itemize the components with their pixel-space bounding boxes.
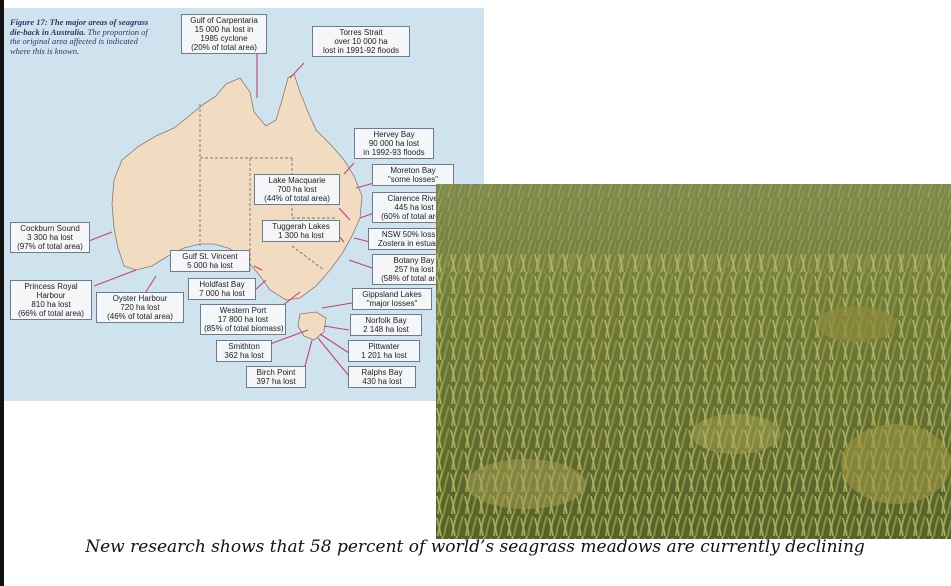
label-line: (60% of total area) bbox=[381, 212, 447, 221]
label-line: "some losses" bbox=[387, 175, 439, 184]
label-line: (97% of total area) bbox=[17, 242, 83, 251]
label-line: 1 300 ha lost bbox=[278, 231, 324, 240]
label-tuggerah-lakes: Tuggerah Lakes 1 300 ha lost bbox=[262, 220, 340, 242]
label-oyster-harbour: Oyster Harbour 720 ha lost (46% of total… bbox=[96, 292, 184, 323]
label-line: Lake Macquarie bbox=[268, 176, 326, 185]
label-line: Pittwater bbox=[368, 342, 400, 351]
label-lake-macquarie: Lake Macquarie 700 ha lost (44% of total… bbox=[254, 174, 340, 205]
label-gulf-st-vincent: Gulf St. Vincent 5 000 ha lost bbox=[170, 250, 250, 272]
state-borders bbox=[199, 104, 336, 273]
label-pittwater: Pittwater 1 201 ha lost bbox=[348, 340, 420, 362]
label-line: Gulf St. Vincent bbox=[182, 252, 238, 261]
label-line: 17 800 ha lost bbox=[217, 315, 269, 324]
tasmania bbox=[297, 311, 327, 341]
label-line: 362 ha lost bbox=[224, 351, 264, 360]
label-line: (66% of total area) bbox=[18, 309, 84, 318]
label-line: lost in 1991-92 floods bbox=[322, 46, 400, 55]
figure-caption: Figure 17: The major areas of seagrass d… bbox=[10, 17, 160, 56]
label-line: Oyster Harbour bbox=[112, 294, 168, 303]
label-line: Hervey Bay bbox=[373, 130, 415, 139]
label-line: (46% of total area) bbox=[107, 312, 173, 321]
australia-seagrass-map: Figure 17: The major areas of seagrass d… bbox=[4, 8, 484, 401]
label-line: Princess Royal bbox=[24, 282, 78, 291]
label-line: (20% of total area) bbox=[191, 43, 257, 52]
label-line: 720 ha lost bbox=[120, 303, 160, 312]
label-smithton: Smithton 362 ha lost bbox=[216, 340, 272, 362]
label-moreton-bay: Moreton Bay "some losses" bbox=[372, 164, 454, 186]
label-line: (85% of total biomass) bbox=[204, 324, 284, 333]
label-nsw: NSW 50% loss of Zostera in estuaries bbox=[368, 228, 458, 250]
label-line: Holdfast Bay bbox=[199, 280, 245, 289]
label-line: 1985 cyclone bbox=[200, 34, 248, 43]
label-line: Botany Bay bbox=[393, 256, 435, 265]
label-line: Gippsland Lakes bbox=[362, 290, 422, 299]
figure-note: The proportion of the original area affe… bbox=[10, 26, 148, 56]
label-line: Birch Point bbox=[256, 368, 296, 377]
label-torres-strait: Torres Strait over 10 000 ha lost in 199… bbox=[312, 26, 410, 57]
label-line: over 10 000 ha bbox=[334, 37, 388, 46]
label-line: Smithton bbox=[228, 342, 260, 351]
label-birch-point: Birch Point 397 ha lost bbox=[246, 366, 306, 388]
label-line: 15 000 ha lost in bbox=[194, 25, 254, 34]
label-western-port: Western Port 17 800 ha lost (85% of tota… bbox=[200, 304, 286, 335]
label-line: 700 ha lost bbox=[277, 185, 317, 194]
label-line: 90 000 ha lost bbox=[368, 139, 420, 148]
label-line: Norfolk Bay bbox=[365, 316, 407, 325]
label-line: Cockburn Sound bbox=[20, 224, 80, 233]
label-line: (44% of total area) bbox=[264, 194, 330, 203]
label-line: 810 ha lost bbox=[31, 300, 71, 309]
label-line: Ralphs Bay bbox=[361, 368, 403, 377]
label-hervey-bay: Hervey Bay 90 000 ha lost in 1992-93 flo… bbox=[354, 128, 434, 159]
figure-title: Figure 17: The major areas of seagrass d… bbox=[10, 17, 149, 37]
label-line: 430 ha lost bbox=[362, 377, 402, 386]
label-line: Torres Strait bbox=[339, 28, 383, 37]
label-gippsland-lakes: Gippsland Lakes "major losses" bbox=[352, 288, 432, 310]
slide-caption: New research shows that 58 percent of wo… bbox=[85, 537, 865, 557]
label-line: "major losses" bbox=[366, 299, 418, 308]
label-gulf-of-carpentaria: Gulf of Carpentaria 15 000 ha lost in 19… bbox=[181, 14, 267, 54]
label-norfolk-bay: Norfolk Bay 2 148 ha lost bbox=[350, 314, 422, 336]
label-line: Clarence River bbox=[387, 194, 441, 203]
label-line: Tuggerah Lakes bbox=[272, 222, 330, 231]
label-line: Moreton Bay bbox=[390, 166, 436, 175]
label-line: 397 ha lost bbox=[256, 377, 296, 386]
label-line: 1 201 ha lost bbox=[361, 351, 407, 360]
label-line: 3 300 ha lost bbox=[27, 233, 73, 242]
label-cockburn-sound: Cockburn Sound 3 300 ha lost (97% of tot… bbox=[10, 222, 90, 253]
label-line: NSW 50% loss of bbox=[381, 230, 445, 239]
label-line: 257 ha lost bbox=[394, 265, 434, 274]
label-line: 445 ha lost bbox=[394, 203, 434, 212]
label-line: (58% of total area) bbox=[381, 274, 447, 283]
label-holdfast-bay: Holdfast Bay 7 000 ha lost bbox=[188, 278, 256, 300]
seagrass-photo-drawing bbox=[436, 184, 951, 539]
label-line: 2 148 ha lost bbox=[363, 325, 409, 334]
seagrass-meadow-photo bbox=[436, 184, 951, 539]
label-ralphs-bay: Ralphs Bay 430 ha lost bbox=[348, 366, 416, 388]
label-line: Harbour bbox=[36, 291, 66, 300]
label-line: 7 000 ha lost bbox=[199, 289, 245, 298]
label-line: Zostera in estuaries bbox=[377, 239, 449, 248]
label-princess-royal-harbour: Princess Royal Harbour 810 ha lost (66% … bbox=[10, 280, 92, 320]
label-line: Gulf of Carpentaria bbox=[190, 16, 258, 25]
label-line: 5 000 ha lost bbox=[187, 261, 233, 270]
label-line: Western Port bbox=[219, 306, 267, 315]
leader-lines bbox=[75, 50, 375, 377]
slide-left-border bbox=[0, 0, 4, 586]
label-line: in 1992-93 floods bbox=[363, 148, 425, 157]
